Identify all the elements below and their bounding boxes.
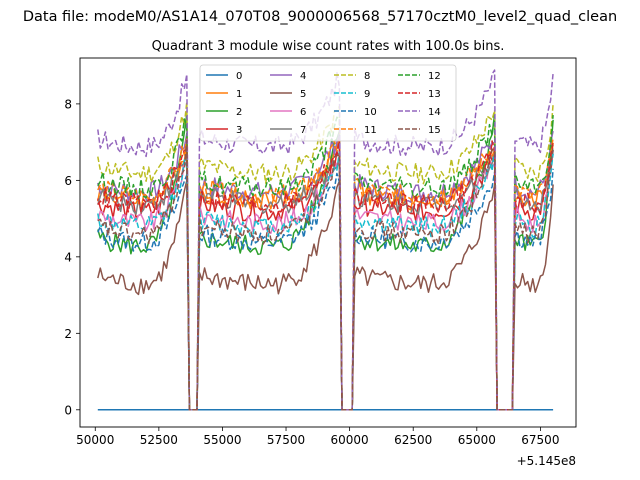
legend-label: 3 <box>236 125 242 136</box>
series-line-5 <box>97 179 554 411</box>
legend-label: 7 <box>300 125 306 136</box>
x-tick-label: 62500 <box>394 433 432 447</box>
series-line-12 <box>97 114 554 411</box>
legend-label: 15 <box>428 125 441 136</box>
series-line-13 <box>97 139 554 411</box>
x-tick-label: 50000 <box>76 433 114 447</box>
legend-box <box>199 64 457 142</box>
legend-label: 14 <box>428 107 441 118</box>
legend-label: 5 <box>300 89 306 100</box>
x-axis: 50000 52500 55000 57500 60000 62500 65000 67500 <box>76 427 559 447</box>
y-axis: 0 2 4 6 8 <box>64 97 80 417</box>
y-tick-label: 6 <box>64 174 72 188</box>
plot-frame <box>79 57 577 428</box>
legend-label: 10 <box>364 107 377 118</box>
legend-label: 12 <box>428 71 441 82</box>
x-tick-label: 55000 <box>203 433 241 447</box>
legend-label: 2 <box>236 107 242 118</box>
y-tick-label: 8 <box>64 97 72 111</box>
x-tick-label: 60000 <box>331 433 369 447</box>
series-line-10 <box>97 168 554 411</box>
x-tick-label: 65000 <box>458 433 496 447</box>
x-offset-label: +5.145e8 <box>517 454 576 468</box>
x-tick-label: 57500 <box>267 433 305 447</box>
legend-label: 9 <box>364 89 370 100</box>
legend-label: 0 <box>236 71 242 82</box>
chart-suptitle: Data file: modeM0/AS1A14_070T08_90000065… <box>23 9 617 25</box>
legend-label: 11 <box>364 125 377 136</box>
series-line-15 <box>97 139 554 411</box>
legend-label: 4 <box>300 71 306 82</box>
y-tick-label: 2 <box>64 327 72 341</box>
x-tick-label: 52500 <box>140 433 178 447</box>
chart-title: Quadrant 3 module wise count rates with … <box>152 39 505 54</box>
legend-label: 6 <box>300 107 306 118</box>
x-tick-label: 67500 <box>521 433 559 447</box>
legend-label: 8 <box>364 71 370 82</box>
legend-label: 13 <box>428 89 441 100</box>
y-tick-label: 0 <box>64 403 72 417</box>
y-tick-label: 4 <box>64 250 72 264</box>
legend-label: 1 <box>236 89 242 100</box>
